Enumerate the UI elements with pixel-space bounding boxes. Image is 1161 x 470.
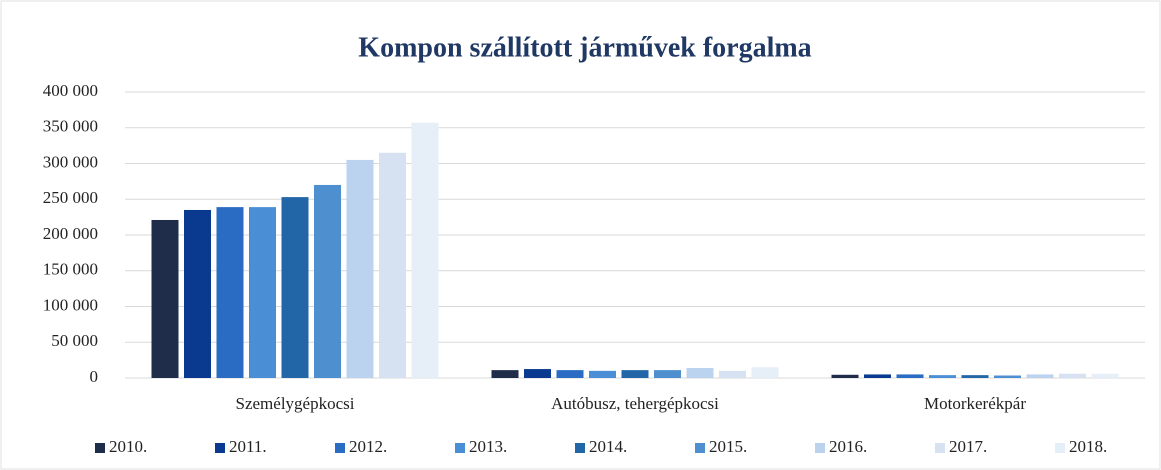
legend-label: 2012.: [349, 437, 387, 456]
legend-label: 2011.: [229, 437, 267, 456]
legend-swatch: [95, 443, 105, 453]
chart-title: Kompon szállított járművek forgalma: [358, 32, 811, 63]
bar: [686, 367, 714, 378]
y-tick-label: 50 000: [51, 331, 98, 350]
bar: [621, 370, 649, 378]
bar: [751, 367, 779, 378]
bar: [314, 184, 341, 378]
x-tick-label: Motorkerékpár: [924, 394, 1026, 413]
bar: [589, 370, 616, 378]
bar: [184, 209, 211, 378]
y-tick-label: 100 000: [43, 295, 98, 314]
legend-label: 2014.: [589, 437, 627, 456]
legend-label: 2013.: [469, 437, 507, 456]
bar: [961, 375, 989, 378]
bar: [994, 375, 1021, 378]
legend-swatch: [935, 443, 945, 453]
bar: [379, 152, 406, 378]
bar: [1026, 374, 1054, 378]
x-tick-label: Személygépkocsi: [236, 394, 355, 413]
bar: [831, 374, 859, 378]
legend-swatch: [1055, 443, 1065, 453]
legend-label: 2018.: [1069, 437, 1107, 456]
y-tick-label: 400 000: [43, 81, 98, 100]
legend-swatch: [215, 443, 225, 453]
bar: [491, 370, 519, 378]
y-tick-label: 250 000: [43, 188, 98, 207]
bar: [281, 197, 309, 378]
bar: [249, 207, 276, 378]
y-tick-label: 200 000: [43, 224, 98, 243]
bar: [346, 159, 374, 378]
legend-swatch: [815, 443, 825, 453]
y-tick-label: 350 000: [43, 117, 98, 136]
legend-label: 2017.: [949, 437, 987, 456]
bar: [1059, 373, 1086, 378]
legend-swatch: [695, 443, 705, 453]
bar: [896, 374, 924, 378]
bar: [864, 374, 891, 378]
bar: [719, 370, 746, 378]
legend-swatch: [335, 443, 345, 453]
bar: [216, 207, 244, 378]
legend-swatch: [455, 443, 465, 453]
x-tick-label: Autóbusz, tehergépkocsi: [551, 394, 719, 413]
bar: [1091, 373, 1119, 378]
y-tick-label: 300 000: [43, 152, 98, 171]
y-tick-label: 150 000: [43, 260, 98, 279]
bar: [929, 375, 956, 378]
bar: [151, 219, 179, 378]
legend-label: 2015.: [709, 437, 747, 456]
legend-label: 2010.: [109, 437, 147, 456]
legend-label: 2016.: [829, 437, 867, 456]
bar: [654, 370, 681, 378]
y-tick-label: 0: [90, 367, 99, 386]
bar: [411, 122, 439, 379]
bar: [524, 369, 551, 378]
legend-swatch: [575, 443, 585, 453]
bar: [556, 370, 584, 378]
